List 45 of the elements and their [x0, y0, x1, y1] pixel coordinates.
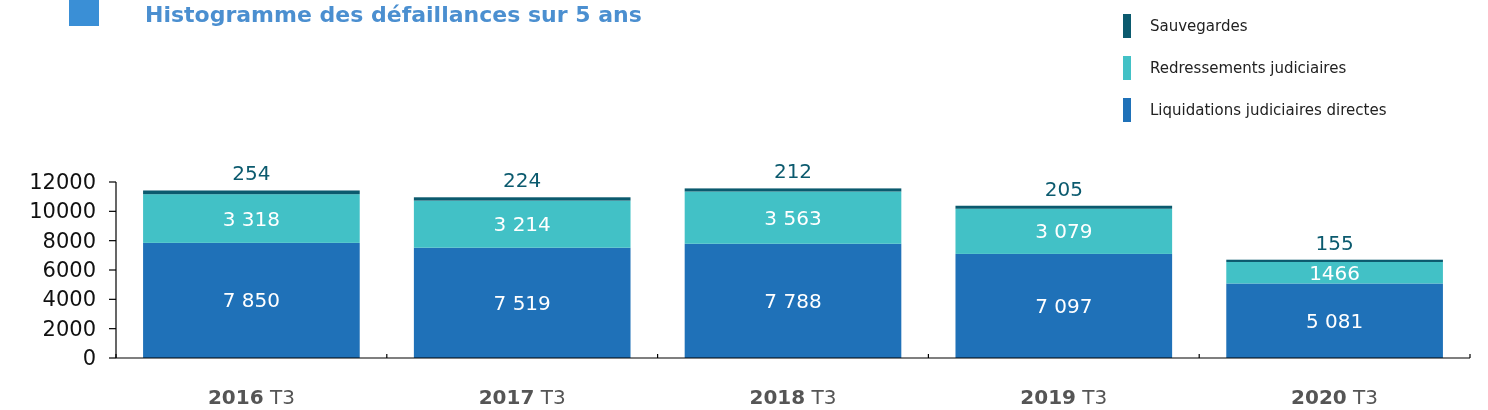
y-tick-label: 12000 — [29, 170, 96, 194]
data-label: 5 081 — [1305, 308, 1364, 333]
y-tick-label: 10000 — [29, 199, 96, 224]
x-tick-label: 2019 T3 — [1020, 385, 1108, 409]
bar — [143, 242, 360, 358]
data-label: 224 — [503, 168, 542, 193]
bar — [143, 194, 360, 243]
chart-title: Histogramme des défaillances sur 5 ans — [145, 2, 642, 27]
data-label: 212 — [773, 159, 813, 184]
x-tick-label: 2018 T3 — [749, 385, 837, 409]
y-tick-label: 8000 — [42, 228, 96, 253]
data-label: 7 788 — [764, 288, 822, 313]
bar — [143, 190, 360, 195]
bar — [1226, 283, 1443, 358]
legend-label: Sauvegardes — [1150, 17, 1248, 35]
data-label: 205 — [1044, 176, 1083, 201]
y-tick-label: 4000 — [42, 287, 96, 312]
bar — [413, 247, 631, 358]
x-tick-label: 2020 T3 — [1291, 385, 1379, 409]
bar — [413, 200, 631, 248]
x-tick-label: 2016 T3 — [207, 385, 295, 409]
y-tick-label: 6000 — [42, 258, 96, 282]
bar — [1226, 261, 1443, 284]
y-tick-label: 2000 — [42, 316, 96, 341]
bar — [955, 253, 1173, 358]
bar — [684, 191, 902, 244]
data-label: 7 519 — [493, 290, 551, 315]
data-label: 155 — [1315, 230, 1354, 255]
x-tick-label: 2017 T3 — [478, 385, 566, 409]
bar — [684, 188, 902, 192]
y-tick-label: 0 — [82, 346, 96, 370]
bar — [413, 197, 631, 201]
legend-label: Redressements judiciaires — [1150, 59, 1347, 77]
bar — [955, 205, 1173, 209]
data-label: 3 318 — [222, 206, 281, 231]
data-label: 3 563 — [764, 205, 822, 230]
data-label: 3 079 — [1035, 219, 1093, 244]
legend-label: Liquidations judiciaires directes — [1150, 101, 1387, 119]
bar — [684, 243, 902, 358]
data-label: 254 — [232, 161, 271, 186]
data-label: 3 214 — [493, 212, 551, 237]
data-label: 1466 — [1309, 260, 1361, 285]
bar — [955, 208, 1173, 254]
data-label: 7 850 — [222, 288, 281, 313]
data-label: 7 097 — [1035, 293, 1093, 318]
